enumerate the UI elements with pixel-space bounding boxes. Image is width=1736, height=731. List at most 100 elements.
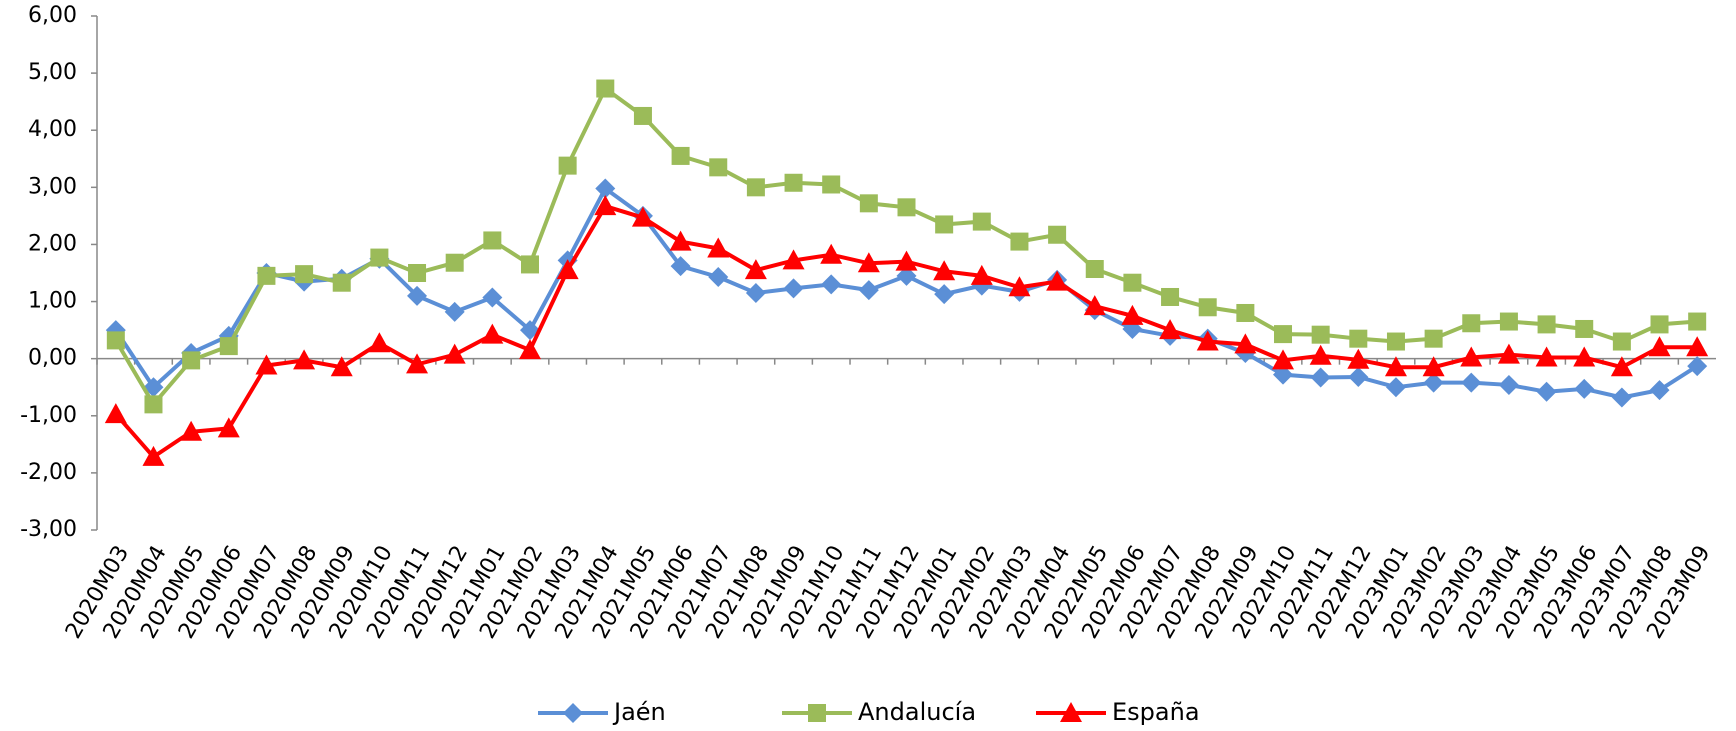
marker: [671, 146, 690, 165]
marker: [857, 252, 880, 273]
marker: [1537, 315, 1556, 334]
marker: [293, 349, 316, 370]
marker: [708, 266, 729, 287]
marker: [1384, 356, 1407, 377]
marker: [897, 198, 916, 217]
marker: [1274, 325, 1293, 344]
marker: [1010, 232, 1029, 251]
marker: [408, 264, 427, 282]
marker: [481, 323, 504, 344]
marker: [1198, 298, 1217, 317]
marker: [935, 215, 954, 234]
marker: [104, 403, 127, 424]
marker: [144, 395, 163, 414]
marker: [1535, 346, 1558, 367]
y-tick-label: -2,00: [20, 460, 77, 485]
marker: [370, 248, 389, 267]
marker: [1008, 276, 1031, 297]
marker: [707, 237, 730, 258]
y-tick-label: 1,00: [28, 289, 77, 314]
marker: [1688, 312, 1707, 331]
marker: [709, 158, 728, 177]
marker: [934, 284, 955, 305]
marker: [556, 259, 579, 280]
marker: [631, 206, 654, 227]
marker: [1310, 367, 1331, 388]
marker: [1536, 381, 1557, 402]
marker: [1460, 346, 1483, 367]
marker: [1121, 304, 1144, 325]
marker: [594, 195, 617, 216]
marker: [1575, 319, 1594, 338]
marker: [482, 287, 503, 308]
marker: [1234, 333, 1257, 354]
marker: [1499, 312, 1518, 331]
marker: [443, 343, 466, 364]
marker: [483, 231, 502, 250]
marker: [1573, 346, 1596, 367]
marker: [972, 212, 991, 231]
marker: [1612, 332, 1631, 351]
marker: [1386, 332, 1405, 351]
marker: [106, 331, 125, 350]
series-line: [114, 203, 1698, 460]
marker: [1497, 343, 1520, 364]
marker: [1462, 314, 1481, 333]
marker: [444, 301, 465, 322]
marker: [1422, 356, 1445, 377]
marker: [858, 280, 879, 301]
marker: [1273, 364, 1294, 385]
marker: [596, 79, 615, 98]
y-tick-label: 5,00: [28, 60, 77, 85]
marker: [821, 274, 842, 295]
marker: [1272, 349, 1295, 370]
marker: [1648, 336, 1671, 357]
marker: [368, 332, 391, 353]
marker: [219, 337, 238, 356]
marker: [295, 265, 314, 284]
marker: [859, 194, 878, 213]
marker: [558, 156, 577, 175]
marker: [595, 178, 616, 199]
marker: [1611, 387, 1632, 408]
marker: [1123, 273, 1142, 292]
marker: [445, 253, 464, 272]
marker: [182, 351, 201, 370]
marker: [970, 264, 993, 285]
marker: [1309, 344, 1332, 365]
marker: [744, 259, 767, 280]
marker: [1498, 374, 1519, 395]
marker: [1311, 325, 1330, 344]
marker: [670, 256, 691, 277]
y-tick-label: -3,00: [20, 517, 77, 542]
marker: [746, 178, 765, 197]
marker: [895, 250, 918, 271]
marker: [933, 260, 956, 281]
marker: [1348, 366, 1369, 387]
legend-label: Andalucía: [858, 698, 976, 726]
marker: [1385, 377, 1406, 398]
marker: [1687, 356, 1708, 377]
legend-label: Jaén: [612, 698, 666, 726]
marker: [783, 278, 804, 299]
marker: [1048, 225, 1067, 244]
marker: [257, 266, 276, 285]
marker: [1046, 270, 1069, 291]
marker: [1161, 287, 1180, 306]
marker: [1159, 319, 1182, 340]
marker: [1085, 260, 1104, 279]
marker: [1574, 378, 1595, 399]
marker: [180, 420, 203, 441]
marker: [820, 243, 843, 264]
legend-marker: [563, 703, 583, 723]
marker: [330, 356, 353, 377]
y-tick-label: -1,00: [20, 403, 77, 428]
marker: [407, 285, 428, 306]
y-tick-label: 4,00: [28, 117, 77, 142]
marker: [255, 354, 278, 375]
series-line: [114, 185, 1699, 400]
marker: [1650, 315, 1669, 334]
marker: [1686, 336, 1709, 357]
marker: [1424, 329, 1443, 348]
